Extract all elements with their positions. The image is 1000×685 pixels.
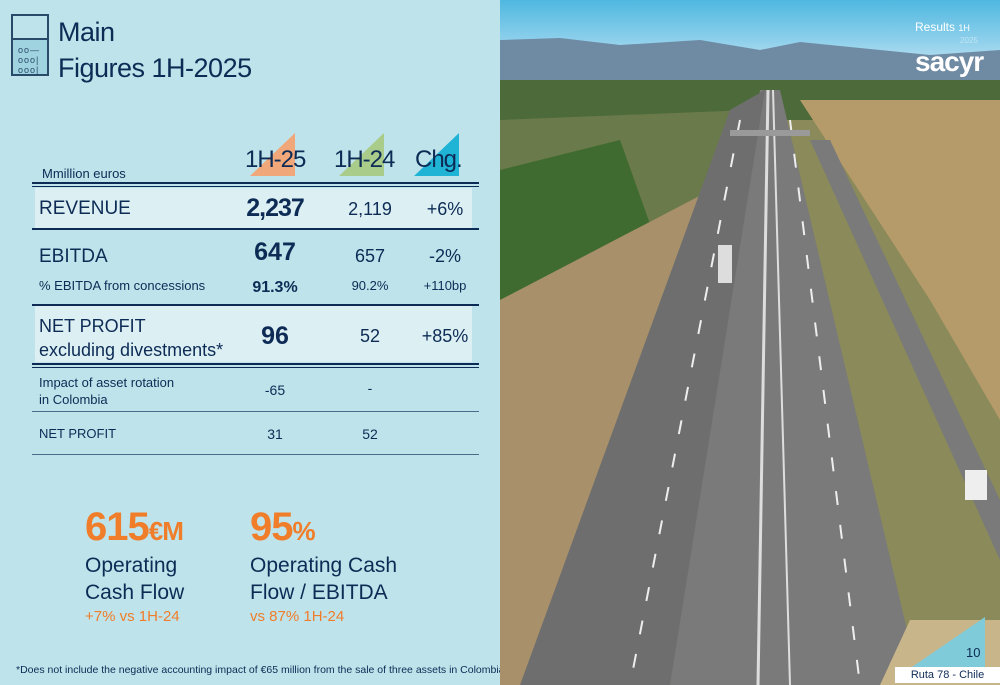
highway-photo: Results 1H 2025 sacyr 10 Ruta 78 - Chile — [500, 0, 1000, 685]
sacyr-logo: sacyr — [915, 46, 984, 77]
unit-label: Mmillion euros — [42, 166, 126, 181]
results-label: Results 1H — [915, 20, 970, 34]
header-chg: Chg. — [415, 146, 463, 173]
kpi-operating-cash-flow: 615€M Operating Cash Flow +7% vs 1H-24 — [85, 505, 185, 625]
kpi-ocf-ebitda: 95% Operating Cash Flow / EBITDA vs 87% … — [250, 505, 398, 625]
left-panel: oo— ooo| ooo| Main Figures 1H-2025 Mmillion… — [11, 14, 508, 676]
page-title: Main Figures 1H-2025 — [58, 17, 252, 83]
photo-caption: Ruta 78 - Chile — [895, 667, 1000, 683]
header-1h24: 1H-24 — [334, 146, 395, 173]
header-1h25: 1H-25 — [245, 146, 306, 173]
page-number: 10 — [966, 645, 981, 660]
calculator-icon: oo— ooo| ooo| — [11, 14, 49, 76]
footnote: *Does not include the negative accountin… — [16, 664, 508, 676]
